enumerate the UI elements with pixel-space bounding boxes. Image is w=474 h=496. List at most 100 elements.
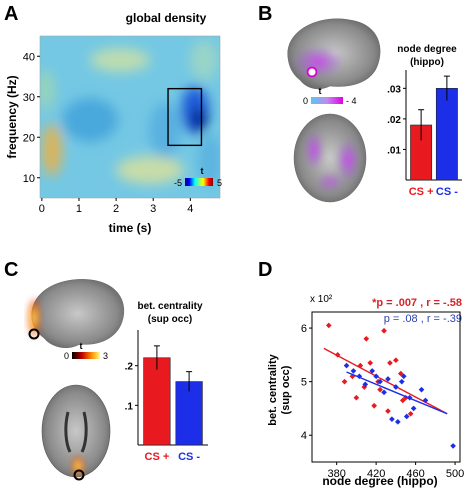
sup-occ-marker-sagittal	[28, 328, 40, 340]
colorbar-a	[185, 178, 213, 186]
y-tick-label: 40	[23, 51, 35, 63]
x-tick-label: 4	[187, 203, 193, 215]
scatter-point	[367, 360, 374, 366]
scatter-point	[341, 378, 348, 385]
colorbar-c-max: 3	[103, 351, 108, 361]
x-tick-label: CS -	[436, 186, 458, 198]
panel-c: C t 0 3 bet. centrality (sup occ) .1 .2 CS…	[4, 259, 208, 481]
scatter-point	[398, 378, 405, 385]
highlight-box	[167, 87, 203, 147]
x-tick-label: 460	[406, 468, 424, 480]
scatter-point	[371, 402, 377, 409]
x-tick-label: 1	[76, 203, 82, 215]
heatmap-field	[40, 36, 220, 198]
heatmap-ylabel: frequency (Hz)	[5, 75, 19, 158]
scatter-point	[387, 360, 393, 366]
colorbar-b-label: t	[319, 86, 322, 96]
scatter-point	[377, 378, 383, 385]
colorbar-c-min: 0	[64, 351, 69, 361]
bar-c-title-2: (sup occ)	[148, 314, 192, 325]
scatter-point	[450, 443, 456, 449]
brain-axial-b	[293, 113, 367, 203]
colorbar-b-max: - 4	[346, 96, 357, 106]
panel-d-label: D	[258, 259, 272, 281]
scatter-point	[395, 418, 401, 425]
y-tick-label: .2	[125, 362, 134, 373]
y-tick-label: .1	[125, 401, 134, 412]
scatter-point	[353, 394, 360, 401]
x-tick-label: 0	[39, 203, 45, 215]
x-tick-label: CS +	[409, 186, 434, 198]
scatter-point	[400, 373, 407, 380]
colorbar-c-label: t	[80, 341, 83, 351]
y-tick-label: 6	[301, 323, 307, 335]
y-tick-label: .02	[387, 115, 401, 126]
y-tick-label: 30	[23, 92, 35, 104]
bar-c-title-1: bet. centrality	[137, 301, 202, 312]
bar	[175, 381, 203, 446]
annotation-blue: p = .08 , r = -.39	[384, 313, 462, 325]
scatter-point	[403, 413, 410, 420]
scatter-point	[385, 376, 391, 382]
scatter-point	[343, 362, 350, 369]
colorbar-a-min: -5	[174, 178, 182, 188]
scatter-ylabel-1: bet. centrality	[267, 353, 279, 425]
scatter-point	[410, 405, 417, 412]
x-tick-label: CS +	[145, 451, 170, 463]
y-tick-label: 20	[23, 132, 35, 144]
sup-occ-marker-axial	[73, 469, 85, 481]
fit-line	[323, 347, 448, 415]
scatter-ylabel-2: (sup occ)	[280, 365, 292, 414]
scatter-point	[381, 327, 387, 334]
scatter-point	[350, 368, 357, 374]
bar-chart-c: .1 .2 CS + CS -	[125, 330, 208, 463]
bar-b-title-2: (hippo)	[410, 57, 444, 68]
heatmap-xlabel: time (s)	[109, 221, 152, 235]
bar-b-title-1: node degree	[397, 44, 457, 55]
panel-b: B t 0 - 4 node degree (hippo) .01 .02 .03 C…	[258, 3, 462, 203]
y-tick-label: 10	[23, 173, 35, 185]
hippo-marker	[306, 66, 318, 78]
scatter-point	[381, 389, 387, 396]
brain-sagittal-b	[287, 18, 381, 90]
bar	[143, 357, 171, 446]
scatter-point	[369, 368, 376, 374]
scatter-point	[362, 381, 369, 388]
scatter-xlabel: node degree (hippo)	[322, 474, 437, 488]
annotation-red: *p = .007 , r = -.58	[372, 297, 462, 309]
x-tick-label: CS -	[178, 451, 200, 463]
panel-a-label: A	[4, 3, 18, 25]
panel-c-label: C	[4, 259, 18, 281]
panel-a: A global density t -5 5 0 1 2 3 4 10	[4, 3, 222, 235]
y-tick-label: .03	[387, 84, 401, 95]
x-tick-label: 420	[367, 468, 385, 480]
y-tick-label: 4	[301, 430, 307, 442]
scatter-point	[407, 410, 414, 417]
x-tick-label: 380	[327, 468, 345, 480]
scatter-point	[377, 386, 383, 393]
x-tick-label: 2	[113, 203, 119, 215]
colorbar-a-max: 5	[217, 178, 222, 188]
scatter-point	[389, 416, 395, 422]
colorbar-b-min: 0	[303, 96, 308, 106]
x-tick-label: 500	[446, 468, 464, 480]
bar-chart-b: .01 .02 .03 CS + CS -	[387, 70, 462, 198]
colorbar-c	[72, 352, 100, 359]
scatter-point	[373, 373, 379, 380]
panel-a-title: global density	[126, 11, 207, 25]
fit-line	[346, 371, 448, 415]
bar	[435, 88, 458, 181]
scatter-point	[393, 384, 399, 390]
scatter-point	[385, 408, 391, 414]
colorbar-b	[311, 97, 343, 104]
y-tick-label: .01	[387, 145, 401, 156]
scatter-point	[393, 357, 399, 364]
scatter-point	[418, 386, 425, 393]
scatter-chart-d: 380 420 460 500 4 5 6	[301, 311, 464, 480]
scatter-point	[325, 322, 332, 329]
scatter-point	[363, 335, 370, 342]
scatter-point	[422, 397, 429, 404]
panel-d: D x 10² *p = .007 , r = -.58 p = .08 , r…	[258, 259, 464, 488]
heatmap-axes: 0 1 2 3 4 10 20 30 40	[23, 51, 194, 215]
brain-axial-c	[41, 384, 111, 481]
